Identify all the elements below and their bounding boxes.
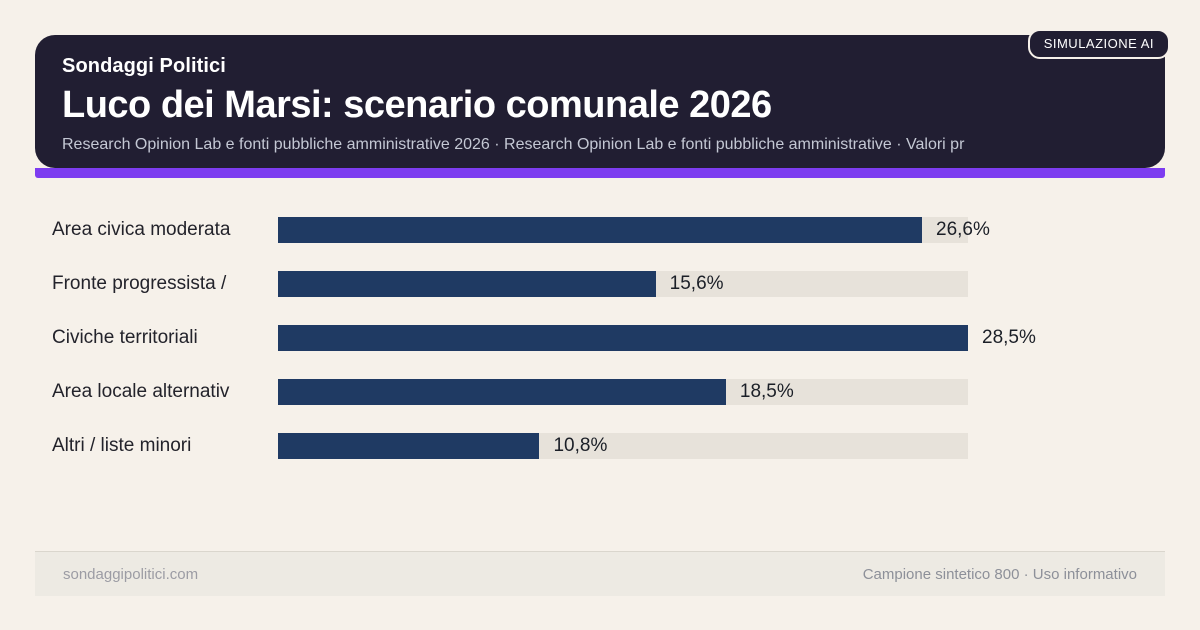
bar-label: Area civica moderata xyxy=(52,219,231,240)
bar-label: Fronte progressista / xyxy=(52,273,227,294)
header-card: Sondaggi Politici Luco dei Marsi: scenar… xyxy=(35,35,1165,168)
bar-label: Altri / liste minori xyxy=(52,435,192,456)
bar-track: 15,6% xyxy=(278,271,968,297)
chart-row: Area locale alternativ 18,5% xyxy=(35,365,1165,419)
bar-fill xyxy=(278,271,656,297)
bar-value-label: 18,5% xyxy=(739,381,794,402)
chart-row: Altri / liste minori 10,8% xyxy=(35,419,1165,473)
bar-fill xyxy=(278,325,968,351)
footer-sample-note: Campione sintetico 800 · Uso informativo xyxy=(862,565,1137,583)
bar-track: 18,5% xyxy=(278,379,968,405)
bar-fill xyxy=(278,433,540,459)
bar-track: 26,6% xyxy=(278,217,990,243)
chart-row: Fronte progressista / 15,6% xyxy=(35,257,1165,311)
chart-row: Area civica moderata 26,6% xyxy=(35,203,1165,257)
bar-track: 10,8% xyxy=(278,433,968,459)
bar-fill xyxy=(278,379,726,405)
brand-kicker: Sondaggi Politici xyxy=(62,55,226,77)
bar-value-label: 10,8% xyxy=(553,435,608,456)
bar-value-label: 28,5% xyxy=(982,327,1036,348)
simulation-badge: SIMULAZIONE AI xyxy=(1027,29,1170,59)
accent-divider xyxy=(35,168,1165,178)
footer-bar: sondaggipolitici.com Campione sintetico … xyxy=(35,551,1165,596)
bar-fill xyxy=(278,217,922,243)
bar-chart: Area civica moderata 26,6% Fronte progress… xyxy=(35,203,1165,473)
bar-value-label: 26,6% xyxy=(936,219,990,240)
page-subtitle: Research Opinion Lab e fonti pubbliche a… xyxy=(62,136,965,153)
page-title: Luco dei Marsi: scenario comunale 2026 xyxy=(62,84,772,126)
bar-value-label: 15,6% xyxy=(669,273,724,294)
bar-label: Area locale alternativ xyxy=(52,381,230,402)
chart-row: Civiche territoriali 28,5% xyxy=(35,311,1165,365)
bar-track: 28,5% xyxy=(278,325,1036,351)
bar-label: Civiche territoriali xyxy=(52,327,198,348)
footer-website: sondaggipolitici.com xyxy=(63,565,199,583)
